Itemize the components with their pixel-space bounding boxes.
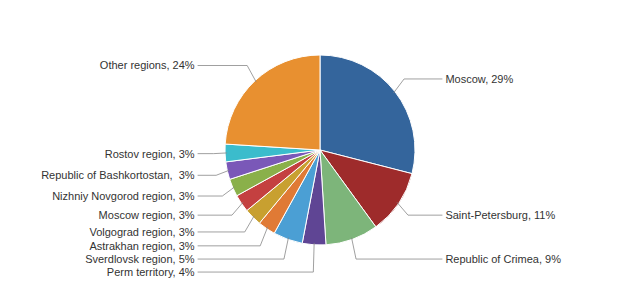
slice-label: Republic of Bashkortostan, 3% (41, 169, 195, 181)
slice-label: Moscow region, 3% (99, 209, 195, 221)
leader-line (352, 238, 443, 259)
leader-line (198, 243, 315, 272)
leader-line (198, 227, 268, 246)
pie-slice (225, 55, 320, 150)
slice-label: Republic of Crimea, 9% (445, 253, 561, 265)
leader-line (198, 216, 255, 232)
slice-label: Volgograd region, 3% (89, 226, 194, 238)
leader-line (198, 66, 257, 83)
leader-line (198, 187, 235, 196)
slice-label: Perm territory, 4% (107, 266, 195, 278)
slice-label: Other regions, 24% (100, 59, 195, 71)
leader-line (198, 238, 289, 259)
leader-line (397, 202, 442, 215)
chart: Moscow, 29% Saint-Petersburg, 11% Republic… (0, 0, 617, 301)
slice-label: Saint-Petersburg, 11% (445, 209, 555, 221)
pie-slice (320, 150, 376, 245)
leader-line (198, 152, 227, 154)
leader-line (198, 202, 243, 215)
slice-label: Nizhniy Novgorod region, 3% (52, 190, 195, 202)
slice-label: Astrakhan region, 3% (89, 240, 194, 252)
leader-line (198, 170, 230, 175)
slice-label: Moscow, 29% (445, 73, 513, 85)
pie: Moscow, 29% Saint-Petersburg, 11% Republic… (41, 55, 561, 278)
leader-line (394, 79, 443, 93)
slice-label: Sverdlovsk region, 5% (85, 253, 195, 265)
slice-label: Rostov region, 3% (105, 147, 195, 159)
